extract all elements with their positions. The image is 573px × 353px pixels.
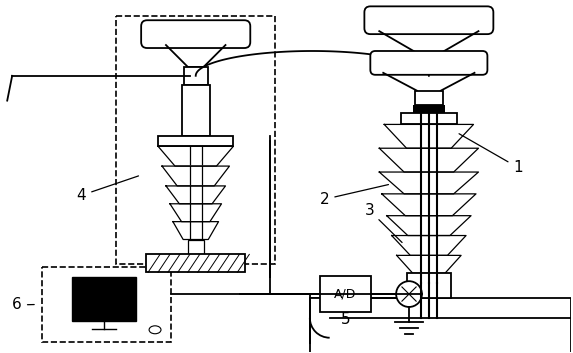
Text: 4: 4	[77, 176, 139, 203]
Polygon shape	[397, 255, 461, 273]
Bar	[42, 267, 171, 342]
Bar	[116, 16, 275, 264]
Bar	[407, 273, 451, 298]
Polygon shape	[162, 166, 229, 186]
Text: 6: 6	[12, 298, 34, 312]
Circle shape	[396, 281, 422, 307]
Text: 3: 3	[364, 203, 402, 243]
Polygon shape	[384, 124, 473, 148]
Polygon shape	[173, 222, 218, 239]
Polygon shape	[158, 146, 233, 166]
Ellipse shape	[149, 326, 161, 334]
Text: A/D: A/D	[334, 288, 357, 300]
FancyBboxPatch shape	[141, 20, 250, 48]
Polygon shape	[166, 186, 226, 204]
Bar	[310, 298, 571, 353]
Bar	[415, 91, 443, 104]
Bar	[320, 276, 371, 312]
Polygon shape	[387, 216, 471, 235]
Polygon shape	[382, 194, 476, 216]
FancyBboxPatch shape	[370, 51, 488, 75]
Bar	[184, 67, 207, 85]
Bar	[182, 85, 210, 136]
Polygon shape	[379, 172, 478, 194]
Bar	[188, 239, 203, 255]
Text: 5: 5	[341, 312, 350, 327]
Text: 1: 1	[459, 134, 523, 175]
Text: 2: 2	[320, 185, 388, 207]
Bar	[407, 284, 417, 298]
Bar	[413, 104, 445, 113]
FancyBboxPatch shape	[364, 6, 493, 34]
Polygon shape	[379, 148, 478, 172]
Bar	[158, 136, 233, 146]
Polygon shape	[392, 235, 466, 255]
Bar	[310, 298, 329, 318]
Bar	[146, 255, 245, 272]
Polygon shape	[170, 204, 222, 222]
Bar	[72, 277, 136, 321]
Bar	[401, 113, 457, 124]
